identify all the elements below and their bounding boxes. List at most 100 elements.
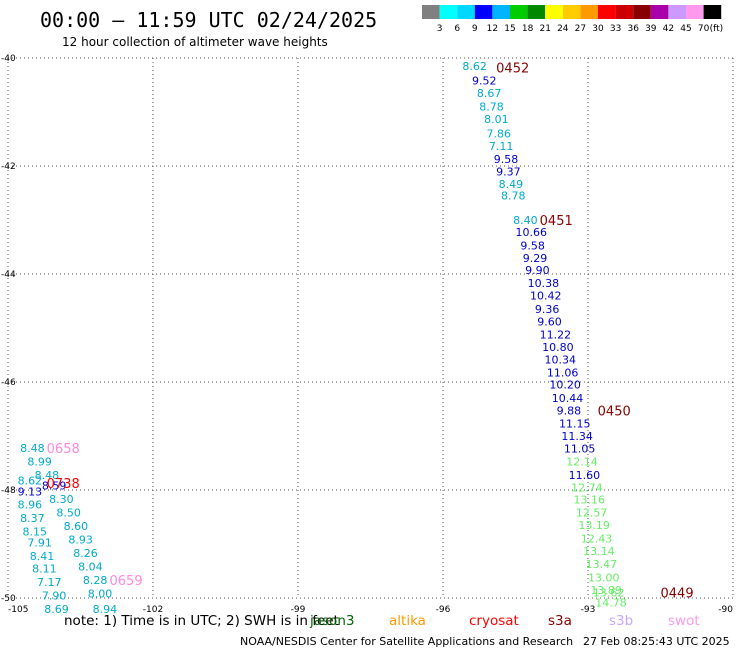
legend-label: 33 — [610, 24, 621, 34]
wave-height-point: 8.48 — [35, 469, 60, 482]
wave-height-point: 10.38 — [528, 277, 560, 290]
satellite-legend-cryosat: cryosat — [469, 613, 519, 629]
wave-height-point: 9.52 — [472, 75, 497, 88]
wave-height-point: 8.60 — [64, 520, 88, 533]
wave-height-point: 12.57 — [576, 507, 608, 520]
wave-height-point: 13.89 — [590, 584, 622, 597]
wave-height-point: 8.96 — [18, 499, 42, 512]
legend-label: 9 — [472, 24, 478, 34]
pass-time-label: 0738 — [47, 477, 80, 492]
wave-height-point: 12.14 — [566, 455, 598, 468]
wave-height-point: 8.93 — [68, 534, 93, 547]
wave-height-point: 11.22 — [540, 328, 572, 341]
wave-height-point: 13.47 — [586, 558, 618, 571]
wave-height-point: 9.58 — [520, 239, 545, 252]
wave-height-point: 8.37 — [20, 512, 45, 525]
legend-swatch — [510, 5, 528, 19]
y-tick-label: -42 — [1, 162, 16, 172]
legend-swatch — [668, 5, 686, 19]
x-tick-label: -99 — [291, 605, 306, 615]
satellite-legend-swot: swot — [668, 613, 700, 629]
wave-height-point: 11.15 — [559, 418, 591, 431]
wave-height-point: 10.20 — [549, 379, 581, 392]
footer-timestamp: 27 Feb 08:25:43 UTC 2025 — [583, 635, 730, 648]
legend-swatch — [562, 5, 581, 19]
legend-swatch — [615, 5, 634, 19]
wave-height-point: 9.60 — [537, 316, 562, 329]
legend-swatch — [580, 5, 598, 19]
wave-height-point: 9.88 — [557, 405, 582, 418]
x-tick-label: -102 — [143, 605, 163, 615]
wave-height-point: 8.26 — [73, 547, 98, 560]
legend-label: 12 — [487, 24, 498, 34]
wave-height-point: 10.34 — [545, 353, 577, 366]
legend-swatch — [633, 5, 651, 19]
wave-height-point: 8.78 — [479, 101, 504, 114]
x-tick-label: -105 — [8, 605, 28, 615]
legend-swatch — [686, 5, 704, 19]
wave-height-point: 13.00 — [588, 571, 620, 584]
pass-time-label: 0658 — [47, 442, 80, 457]
legend-swatch — [650, 5, 669, 19]
satellite-legend: jason3 altika cryosat s3a s3b swot — [309, 613, 700, 629]
wave-height-point: 7.17 — [37, 576, 62, 589]
wave-height-point: 8.48 — [20, 442, 45, 455]
legend-label: 36 — [627, 24, 639, 34]
x-tick-label: -93 — [581, 605, 596, 615]
wave-height-point: 8.40 — [513, 214, 538, 227]
wave-height-point: 9.90 — [525, 264, 550, 277]
legend-label: 70 — [698, 24, 710, 34]
wave-height-point: 10.44 — [552, 392, 584, 405]
wave-height-point: 13.16 — [574, 494, 606, 507]
color-scale-legend: 3 6 9 12 15 18 21 24 27 30 33 36 39 42 45 70 (ft) — [422, 5, 723, 34]
wave-height-point: 8.15 — [23, 526, 48, 539]
wave-height-point: 7.86 — [487, 128, 512, 141]
wave-height-point: 8.69 — [44, 603, 69, 616]
legend-label: 6 — [454, 24, 460, 34]
wave-height-point: 12.43 — [581, 533, 613, 546]
pass-time-label: 0659 — [110, 574, 143, 589]
legend-label: 3 — [437, 24, 443, 34]
y-tick-label: -50 — [1, 594, 16, 604]
wave-height-point: 11.06 — [547, 366, 579, 379]
wave-height-point: 13.62 — [593, 587, 625, 600]
footer-credit: NOAA/NESDIS Center for Satellite Applica… — [240, 635, 573, 648]
satellite-legend-s3b: s3b — [609, 613, 633, 629]
chart-subtitle: 12 hour collection of altimeter wave hei… — [62, 35, 328, 49]
wave-height-point: 9.37 — [496, 165, 520, 178]
legend-label: 21 — [539, 24, 550, 34]
y-tick-label: -46 — [1, 378, 16, 388]
wave-height-point: 9.58 — [494, 153, 519, 166]
pass-time-label: 0450 — [598, 405, 631, 420]
legend-swatch — [422, 5, 440, 19]
wave-height-point: 8.99 — [27, 455, 52, 468]
wave-height-point: 11.60 — [569, 469, 601, 482]
wave-height-point: 9.13 — [18, 486, 42, 499]
chart-title: 00:00 – 11:59 UTC 02/24/2025 — [40, 8, 377, 32]
legend-label: (ft) — [710, 24, 724, 34]
legend-label: 27 — [575, 24, 586, 34]
legend-label: 42 — [663, 24, 674, 34]
legend-swatch — [474, 5, 493, 19]
plot-area: -105 -102 -99 -96 -93 -90 -40 -42 -44 -46 -48 -50 8.… — [1, 54, 734, 616]
legend-swatch — [545, 5, 563, 19]
wave-height-point: 8.01 — [484, 113, 509, 126]
wave-height-point: 8.41 — [30, 550, 55, 563]
wave-height-point: 7.90 — [42, 589, 66, 602]
legend-swatch — [703, 5, 722, 19]
wave-height-point: 11.05 — [564, 442, 596, 455]
wave-height-point: 8.49 — [499, 178, 524, 191]
wave-height-point: 8.00 — [88, 588, 113, 601]
satellite-legend-jason3: jason3 — [309, 613, 354, 629]
wave-height-point: 8.50 — [56, 507, 80, 520]
wave-height-point: 10.66 — [516, 226, 548, 239]
wave-height-point: 7.11 — [489, 140, 513, 153]
wave-height-point: 11.34 — [561, 430, 593, 443]
wave-height-point: 7.91 — [27, 536, 52, 549]
wave-height-point: 8.67 — [477, 87, 502, 100]
wave-height-point: 8.30 — [49, 493, 73, 506]
legend-label: 39 — [645, 24, 657, 34]
satellite-legend-altika: altika — [389, 613, 426, 629]
